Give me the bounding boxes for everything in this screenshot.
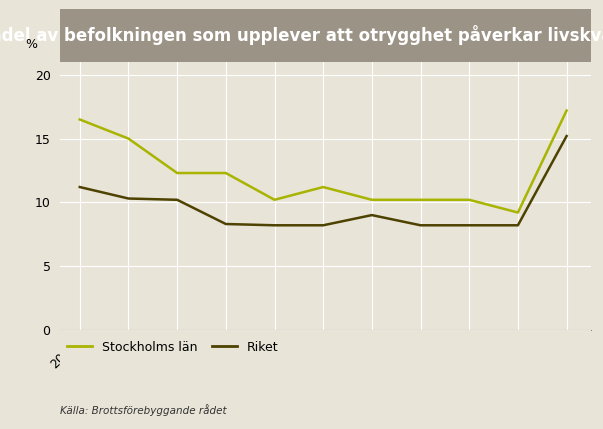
Legend: Stockholms län, Riket: Stockholms län, Riket — [66, 341, 279, 353]
Text: Andel av befolkningen som upplever att otrygghet påverkar livskvaliteten: Andel av befolkningen som upplever att o… — [0, 25, 603, 45]
Y-axis label: %: % — [25, 39, 37, 51]
Text: Källa: Brottsförebyggande rådet: Källa: Brottsförebyggande rådet — [60, 404, 227, 416]
